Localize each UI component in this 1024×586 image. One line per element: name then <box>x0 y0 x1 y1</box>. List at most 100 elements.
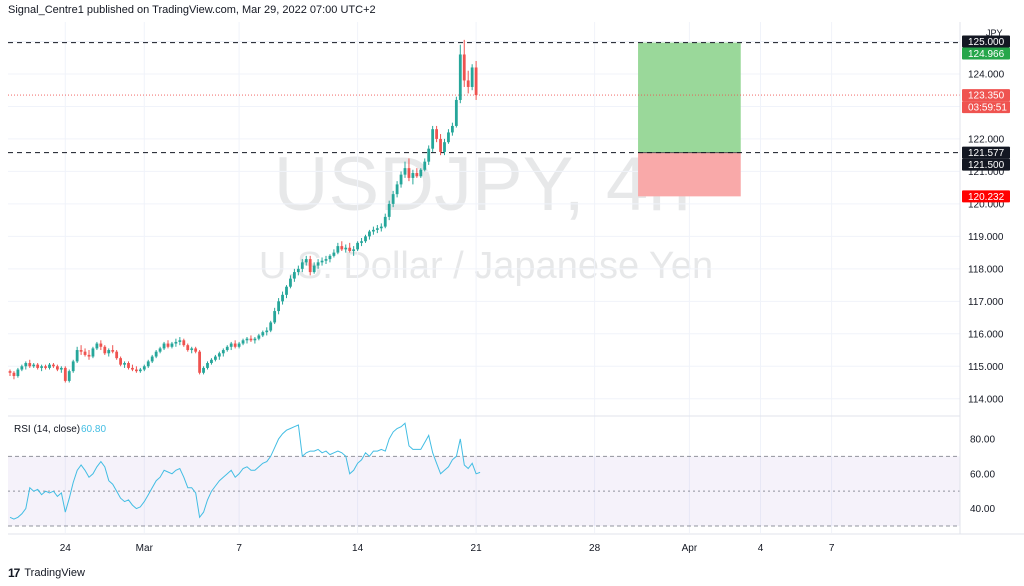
price-label-text: 123.350 <box>968 91 1005 102</box>
candle-body <box>67 371 71 381</box>
price-tick-label: 120.000 <box>968 199 1005 210</box>
trade-setup-zone[interactable] <box>638 42 741 197</box>
candle-body <box>372 229 375 232</box>
price-tick-label: 117.000 <box>968 297 1004 308</box>
footer-brand[interactable]: 17 TradingView <box>8 566 85 580</box>
price-tick-label: 116.000 <box>968 329 1004 340</box>
candle-body <box>174 341 178 344</box>
candle-body <box>253 338 257 341</box>
candle-body <box>95 343 99 349</box>
candle-body <box>182 340 186 346</box>
time-tick-label: 7 <box>236 543 242 554</box>
candle-body <box>111 350 115 352</box>
price-tick-label: 114.000 <box>968 394 1004 405</box>
time-tick-label: 28 <box>589 543 601 554</box>
candle-body <box>419 169 423 177</box>
time-tick-label: 24 <box>60 543 72 554</box>
candle-body <box>142 366 146 370</box>
candle-body <box>415 173 419 177</box>
price-label-text: 121.500 <box>968 160 1005 171</box>
price-label-badge <box>962 101 1010 114</box>
price-tick-label: 124.000 <box>968 69 1005 80</box>
publisher-header: Signal_Centre1 published on TradingView.… <box>8 4 376 16</box>
candle-body <box>131 367 134 370</box>
rsi-value: 60.80 <box>81 424 106 435</box>
candle-body <box>154 351 158 357</box>
chart-canvas[interactable]: USDJPY, 4h U.S. Dollar / Japanese Yen 12… <box>0 0 1024 560</box>
candle-body <box>56 366 59 370</box>
candle-body <box>32 364 36 367</box>
candle-body <box>439 138 442 152</box>
currency-label: JPY <box>986 28 1003 38</box>
candle-body <box>63 367 67 381</box>
candle-body <box>289 278 292 287</box>
candle-body <box>99 343 103 347</box>
price-label-text: 121.577 <box>968 148 1005 159</box>
candle-body <box>40 366 43 368</box>
candle-body <box>281 294 284 302</box>
watermark-description: U.S. Dollar / Japanese Yen <box>259 245 713 287</box>
candle-body <box>375 228 379 230</box>
price-label-text: 120.232 <box>968 192 1005 203</box>
price-label-badge <box>962 158 1010 171</box>
candle-body <box>150 356 154 362</box>
candle-body <box>225 346 229 351</box>
stop-loss-zone <box>638 152 741 197</box>
candle-body <box>249 338 253 341</box>
time-tick-label: Apr <box>682 543 698 554</box>
price-tick-label: 121.000 <box>968 167 1005 178</box>
time-axis[interactable]: 24 Mar 7 14 21 28 Apr 4 7 <box>60 543 835 554</box>
candle-body <box>241 340 245 344</box>
candle-body <box>435 129 438 139</box>
candle-body <box>277 301 280 312</box>
candle-body <box>387 203 391 217</box>
candle-body <box>411 173 415 178</box>
candle-body <box>356 242 359 250</box>
candle-body <box>186 345 190 351</box>
candle-body <box>206 363 209 368</box>
tradingview-logo-icon: 17 <box>8 566 20 580</box>
candle-body <box>107 350 111 354</box>
candle-body <box>190 348 194 351</box>
candle-body <box>229 343 233 347</box>
candle-body <box>332 252 336 256</box>
candle-body <box>103 346 107 354</box>
time-tick-label: 21 <box>471 543 483 554</box>
price-tick-label: 119.000 <box>968 232 1004 243</box>
price-label-badge <box>962 146 1010 159</box>
candle-body <box>12 372 16 377</box>
candle-body <box>296 268 300 273</box>
time-tick-label: Mar <box>136 543 154 554</box>
candle-body <box>91 348 95 357</box>
price-label-badge <box>962 47 1010 60</box>
candle-body <box>48 364 51 368</box>
candle-body <box>466 80 470 87</box>
candle-body <box>44 366 47 368</box>
candle-body <box>470 67 474 87</box>
candle-body <box>391 194 395 204</box>
candle-body <box>83 351 87 355</box>
brand-name: TradingView <box>24 567 85 579</box>
candle-body <box>233 343 237 347</box>
candle-body <box>202 367 205 373</box>
candle-body <box>324 259 328 261</box>
candle-body <box>427 148 431 162</box>
rsi-tick-label: 60.00 <box>970 469 995 480</box>
price-label-badge <box>962 89 1010 102</box>
time-tick-label: 7 <box>829 543 835 554</box>
candle-body <box>135 369 138 372</box>
candle-body <box>36 364 40 368</box>
candle-body <box>364 236 367 242</box>
candle-body <box>300 262 304 269</box>
candle-body <box>123 363 126 365</box>
candle-body <box>423 161 427 170</box>
candle-body <box>474 67 478 96</box>
candle-body <box>8 371 12 373</box>
price-tick-label: 118.000 <box>968 264 1004 275</box>
price-label-text: 03:59:51 <box>968 103 1007 114</box>
candle-body <box>368 231 371 237</box>
candle-body <box>119 358 122 365</box>
watermark-symbol: USDJPY, 4h <box>274 142 691 227</box>
candle-body <box>399 174 403 185</box>
price-axis[interactable]: 125.000124.000123.000122.000121.000120.0… <box>962 35 1010 515</box>
